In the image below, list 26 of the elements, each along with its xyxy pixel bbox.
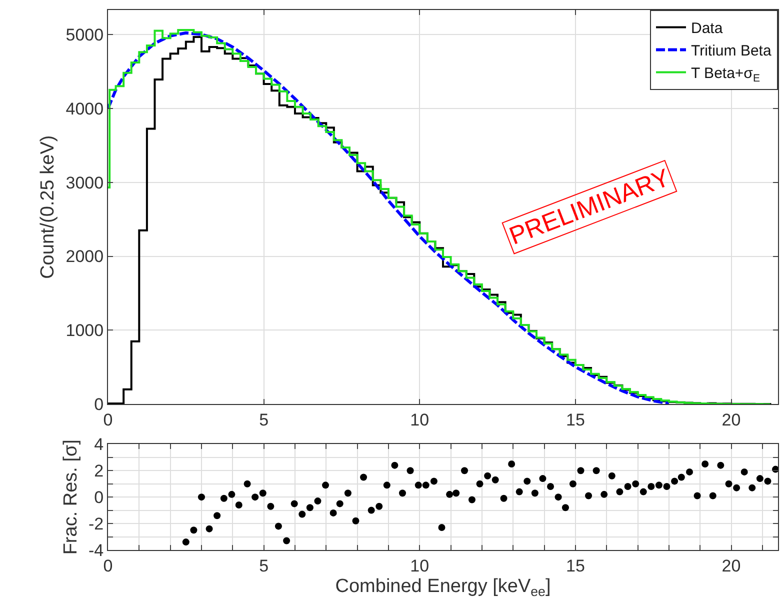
y-tick-label: 3000 (66, 173, 104, 192)
y-tick-label: -4 (88, 540, 104, 560)
y-tick-label: 1000 (66, 321, 104, 340)
x-tick-label: 15 (566, 410, 585, 430)
x-tick-label: 10 (410, 556, 430, 576)
x-tick-label: 20 (722, 410, 741, 430)
x-axis-title: Combined Energy [keV$_{ee}$] (335, 576, 551, 600)
line-series (108, 31, 670, 404)
x-tick-label: 20 (722, 556, 741, 576)
y-tick-label: 0 (94, 488, 104, 508)
y-tick-label: -2 (88, 514, 104, 534)
y-tick-label: 4 (94, 435, 104, 454)
y-tick-label: 4000 (66, 99, 104, 118)
x-tick-label: 10 (410, 410, 430, 430)
y-axis-title: Frac. Res. [σ] (60, 439, 82, 555)
x-tick-label: 15 (566, 556, 585, 576)
legend-label: Tritium Beta (691, 42, 772, 60)
y-tick-label: 2 (94, 462, 104, 481)
x-tick-label: 5 (259, 556, 269, 576)
legend-label: Data (691, 20, 724, 38)
y-tick-label: 5000 (66, 25, 104, 44)
legend-label: T Beta+σ$_{E}$ (691, 65, 760, 84)
y-axis-title: Count/(0.25 keV) (38, 135, 59, 279)
x-tick-label: 5 (259, 410, 269, 430)
y-tick-label: 2000 (66, 247, 104, 266)
y-tick-label: 0 (94, 395, 104, 414)
